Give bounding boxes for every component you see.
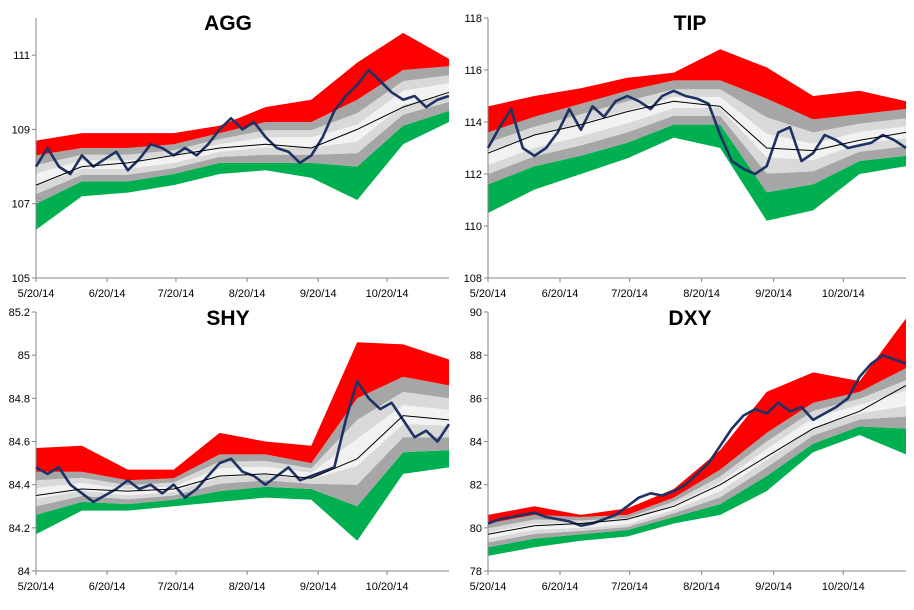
x-tick-label: 8/20/14 <box>229 288 266 300</box>
y-tick-label: 111 <box>13 50 30 62</box>
x-tick-label: 8/20/14 <box>229 581 266 593</box>
x-tick-label: 5/20/14 <box>18 288 55 300</box>
x-tick-label: 10/20/14 <box>822 288 865 300</box>
y-tick-label: 82 <box>470 480 482 492</box>
x-tick-label: 5/20/14 <box>18 581 55 593</box>
band-upper-gray <box>36 376 449 486</box>
chart-shy: 84 84.2 84.4 84.6 84.8 85 85.2 5/20/14 6/20/14 7/… <box>9 307 451 593</box>
x-tick-label: 9/20/14 <box>300 581 337 593</box>
y-tick-label: 116 <box>464 65 482 77</box>
moving-average-line <box>487 384 907 535</box>
x-tick-label: 9/20/14 <box>755 581 792 593</box>
band-center-white <box>488 390 906 539</box>
y-tick-label: 78 <box>470 566 482 578</box>
band-upper-lightgray <box>36 391 449 490</box>
chart-title: AGG <box>204 12 252 35</box>
band-lower-gray <box>488 416 906 548</box>
band-upper-red <box>36 32 449 156</box>
y-tick-label: 105 <box>12 273 30 285</box>
chart-tip: 108 110 112 114 116 118 5/20/14 6/20/14 7/20/14 8… <box>464 12 907 300</box>
x-tick-label: 9/20/14 <box>300 288 337 300</box>
x-tick-label: 10/20/14 <box>366 288 409 300</box>
band-upper-red <box>488 49 906 133</box>
chart-title: TIP <box>674 12 707 35</box>
x-tick-label: 10/20/14 <box>366 581 409 593</box>
y-tick-label: 88 <box>470 350 482 362</box>
band-lower-gray <box>488 115 906 193</box>
y-tick-label: 80 <box>470 523 482 535</box>
band-lower-green <box>488 426 906 556</box>
chart-title: DXY <box>668 307 711 330</box>
y-tick-label: 85.2 <box>9 307 30 319</box>
band-lower-green <box>488 124 906 221</box>
moving-average-line <box>35 415 450 496</box>
price-series-line <box>486 89 907 176</box>
band-upper-gray <box>488 80 906 143</box>
chart-dxy: 78 80 82 84 86 88 90 5/20/14 6/20/14 7/20/14 8/20/… <box>470 307 907 593</box>
y-tick-label: 85 <box>18 350 30 362</box>
x-tick-label: 5/20/14 <box>470 288 507 300</box>
band-upper-lightgray <box>36 75 449 174</box>
moving-average-line <box>35 91 450 186</box>
band-center-white <box>488 97 906 165</box>
price-series-line <box>487 353 907 528</box>
y-tick-label: 114 <box>464 117 482 129</box>
x-tick-label: 8/20/14 <box>683 581 720 593</box>
x-tick-label: 6/20/14 <box>89 288 126 300</box>
x-tick-label: 8/20/14 <box>683 288 720 300</box>
x-tick-label: 6/20/14 <box>89 581 126 593</box>
band-lower-lightgray <box>488 405 906 543</box>
y-tick-label: 84 <box>470 437 482 449</box>
price-series-line <box>34 68 450 176</box>
y-tick-label: 110 <box>464 221 482 233</box>
band-lower-green <box>36 450 449 541</box>
band-lower-lightgray <box>488 108 906 174</box>
price-series-line <box>35 379 451 504</box>
chart-agg: 105 107 109 111 5/20/14 6/20/14 7/20/14 8/20/14… <box>12 12 450 300</box>
band-upper-red <box>488 318 906 524</box>
band-lower-gray <box>36 101 449 204</box>
y-tick-label: 84.2 <box>9 523 30 535</box>
band-lower-lightgray <box>36 94 449 195</box>
y-tick-label: 84 <box>18 566 30 578</box>
x-tick-label: 6/20/14 <box>542 288 579 300</box>
band-upper-lightgray <box>488 89 906 152</box>
y-tick-label: 86 <box>470 393 482 405</box>
y-tick-label: 84.8 <box>9 393 30 405</box>
x-tick-label: 7/20/14 <box>611 581 648 593</box>
band-lower-green <box>36 110 449 230</box>
x-tick-label: 7/20/14 <box>611 288 648 300</box>
band-lower-lightgray <box>36 424 449 507</box>
band-upper-gray <box>36 66 449 166</box>
x-tick-label: 6/20/14 <box>542 581 579 593</box>
chart-title: SHY <box>206 307 249 330</box>
y-tick-label: 118 <box>464 13 482 25</box>
y-tick-label: 112 <box>464 169 482 181</box>
y-tick-label: 109 <box>12 124 30 136</box>
x-tick-label: 7/20/14 <box>158 288 195 300</box>
y-tick-label: 107 <box>12 199 30 211</box>
band-upper-red <box>36 342 449 481</box>
x-tick-label: 7/20/14 <box>158 581 195 593</box>
x-tick-label: 10/20/14 <box>822 581 865 593</box>
y-tick-label: 84.6 <box>9 437 30 449</box>
y-tick-label: 84.4 <box>9 480 30 492</box>
x-tick-label: 5/20/14 <box>470 581 507 593</box>
band-lower-gray <box>36 437 449 515</box>
y-tick-label: 90 <box>470 307 482 319</box>
y-tick-label: 108 <box>464 273 482 285</box>
moving-average-line <box>487 100 907 154</box>
x-tick-label: 9/20/14 <box>755 288 792 300</box>
